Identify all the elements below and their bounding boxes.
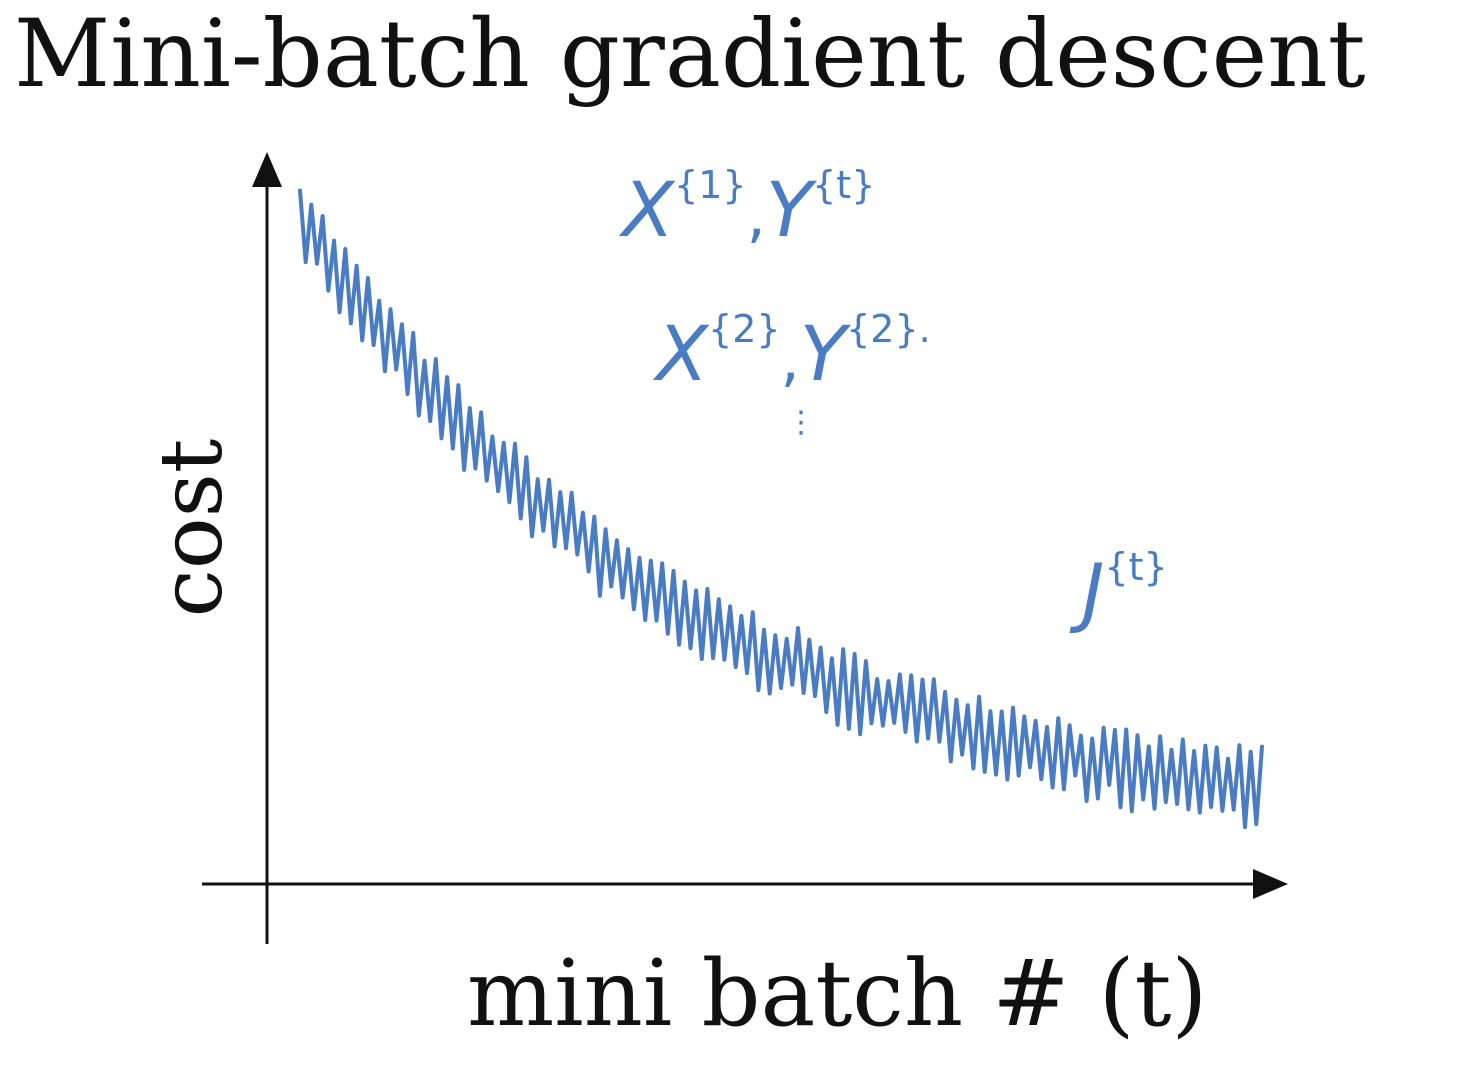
slide-title: Mini-batch gradient descent: [14, 0, 1366, 109]
x-axis-arrowhead: [1253, 869, 1288, 899]
annotation-vertical-ellipsis: ⋮: [786, 405, 816, 440]
cost-curve-series: [298, 188, 1264, 830]
annotation-y-1-sup: {t}: [812, 163, 876, 207]
annotation-sep-2: ,: [780, 325, 800, 395]
y-axis-arrowhead: [252, 152, 282, 187]
annotation-batch-1: X{1},Y{t}: [622, 166, 875, 248]
annotation-batch-2: X{2},Y{2}.: [656, 310, 931, 392]
annotation-y-2-sup: {2}.: [846, 307, 931, 351]
annotation-sep-1: ,: [746, 181, 766, 251]
annotation-y-1: Y: [765, 165, 813, 254]
annotation-x-2-sup: {2}: [708, 307, 781, 351]
annotation-j-sup: {t}: [1104, 545, 1168, 589]
x-axis-label: mini batch # (t): [467, 940, 1208, 1047]
annotation-y-2: Y: [799, 309, 847, 398]
annotation-cost-symbol: J{t}: [1082, 548, 1168, 630]
annotation-j: J: [1082, 547, 1105, 636]
annotation-x-1-sup: {1}: [674, 163, 747, 207]
annotation-x-2: X: [656, 309, 709, 398]
y-axis-label: cost: [142, 438, 242, 618]
axes: [202, 152, 1288, 944]
annotation-x-1: X: [622, 165, 675, 254]
